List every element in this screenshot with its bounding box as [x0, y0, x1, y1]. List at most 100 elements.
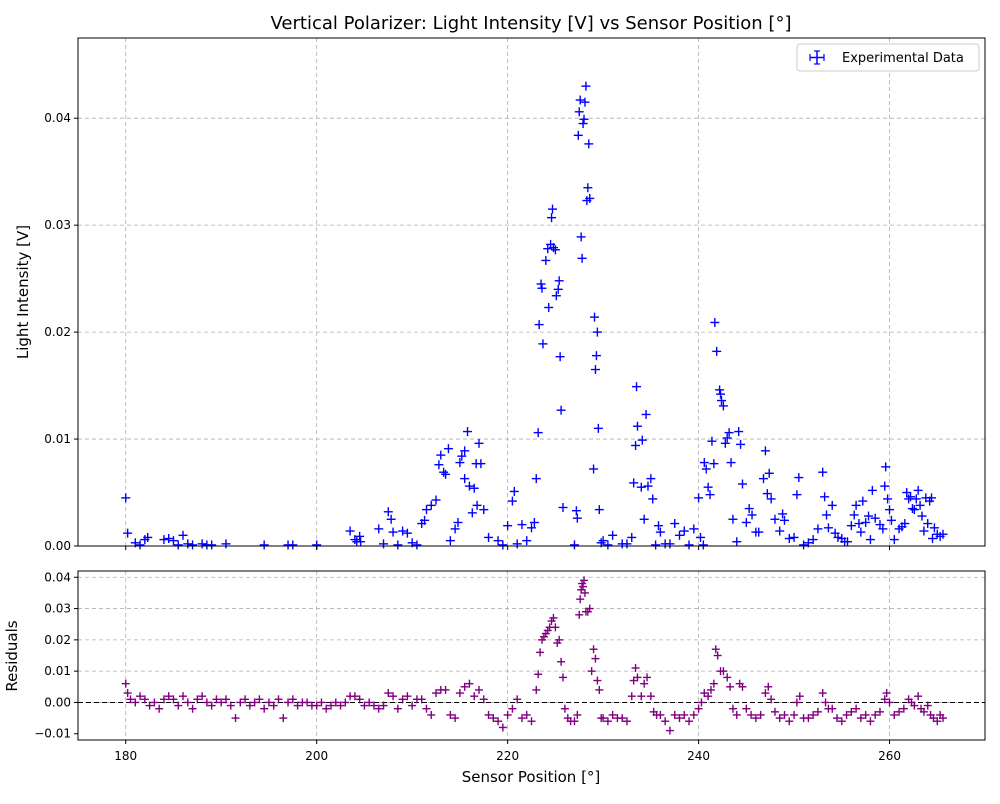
top-data-point [695, 532, 705, 542]
top-data-point [720, 438, 730, 448]
top-data-point [646, 474, 656, 484]
bottom-data-point [379, 701, 388, 710]
bottom-data-point [938, 714, 947, 723]
bottom-data-point [121, 679, 130, 688]
bottom-data-point [643, 673, 652, 682]
top-data-point [534, 320, 544, 330]
top-data-point [503, 521, 513, 531]
bottom-data-point [508, 704, 517, 713]
bottom-data-point [498, 723, 507, 732]
top-data-point [710, 317, 720, 327]
top-data-point [747, 510, 757, 520]
bottom-data-point [871, 710, 880, 719]
top-data-point [679, 526, 689, 536]
top-data-point [906, 492, 916, 502]
bottom-data-point [341, 698, 350, 707]
top-data-point [589, 464, 599, 474]
x-tick-label: 240 [687, 749, 710, 763]
top-data-point [573, 130, 583, 140]
top-data-point [856, 527, 866, 537]
top-data-point [759, 474, 769, 484]
bottom-data-point [580, 588, 589, 597]
top-y-tick-label: 0.04 [44, 111, 71, 125]
top-data-point [655, 527, 665, 537]
bottom-data-point [226, 701, 235, 710]
bottom-y-axis-label: Residuals [3, 620, 21, 691]
bottom-data-point [288, 695, 297, 704]
bottom-data-point [595, 685, 604, 694]
top-data-point [715, 385, 725, 395]
top-data-point [467, 508, 477, 518]
top-data-point [632, 382, 642, 392]
bottom-data-point [726, 682, 735, 691]
bottom-data-point [780, 710, 789, 719]
bottom-points [121, 576, 947, 735]
bottom-data-point [274, 695, 283, 704]
top-data-point [259, 540, 269, 550]
bottom-data-point [593, 676, 602, 685]
bottom-data-point [933, 717, 942, 726]
top-data-point [536, 279, 546, 289]
top-data-point [159, 535, 169, 545]
top-data-point [674, 530, 684, 540]
bottom-data-point [327, 701, 336, 710]
bottom-x-ticks: 180 200 220 240 260 [114, 740, 901, 763]
bottom-data-point [255, 695, 264, 704]
top-data-point [555, 352, 565, 362]
top-data-point [927, 493, 937, 503]
bottom-data-point [517, 714, 526, 723]
bottom-data-point [890, 710, 899, 719]
bottom-data-point [675, 714, 684, 723]
top-data-point [718, 401, 728, 411]
top-data-point [865, 535, 875, 545]
x-tick-label: 180 [114, 749, 137, 763]
top-data-point [792, 490, 802, 500]
bottom-data-point [637, 692, 646, 701]
bottom-data-point [193, 695, 202, 704]
top-data-point [703, 482, 713, 492]
top-data-point [591, 351, 601, 361]
bottom-data-point [479, 695, 488, 704]
top-data-point [902, 488, 912, 498]
top-data-point [450, 524, 460, 534]
bottom-data-point [231, 714, 240, 723]
top-data-point [379, 539, 389, 549]
bottom-data-point [847, 707, 856, 716]
bottom-data-point [317, 698, 326, 707]
bottom-data-point [895, 707, 904, 716]
bottom-data-point [575, 610, 584, 619]
bottom-data-point [804, 714, 813, 723]
top-data-point [641, 409, 651, 419]
top-data-point [441, 469, 451, 479]
top-data-point [709, 459, 719, 469]
top-data-point [431, 495, 441, 505]
bottom-data-point [767, 695, 776, 704]
top-data-point [818, 467, 828, 477]
bottom-data-point [489, 714, 498, 723]
top-data-point [741, 517, 751, 527]
bottom-data-point [494, 717, 503, 726]
bottom-data-point [579, 582, 588, 591]
top-data-point [885, 505, 895, 515]
bottom-data-point [427, 710, 436, 719]
chart-title: Vertical Polarizer: Light Intensity [V] … [271, 13, 792, 34]
top-data-point [923, 519, 933, 529]
bottom-data-point [923, 701, 932, 710]
top-data-point [498, 540, 508, 550]
top-data-point [143, 532, 153, 542]
top-data-point [694, 493, 704, 503]
top-data-point [701, 464, 711, 474]
top-data-point [737, 479, 747, 489]
top-data-point [762, 489, 772, 499]
top-data-point [870, 513, 880, 523]
top-data-point [472, 500, 482, 510]
bottom-data-point [374, 704, 383, 713]
bottom-data-point [150, 698, 159, 707]
top-data-point [813, 524, 823, 534]
bottom-data-point [764, 682, 773, 691]
top-data-point [823, 523, 833, 533]
bottom-data-point [455, 689, 464, 698]
bottom-data-point [549, 613, 558, 622]
bottom-data-point [336, 701, 345, 710]
bottom-data-point [126, 695, 135, 704]
